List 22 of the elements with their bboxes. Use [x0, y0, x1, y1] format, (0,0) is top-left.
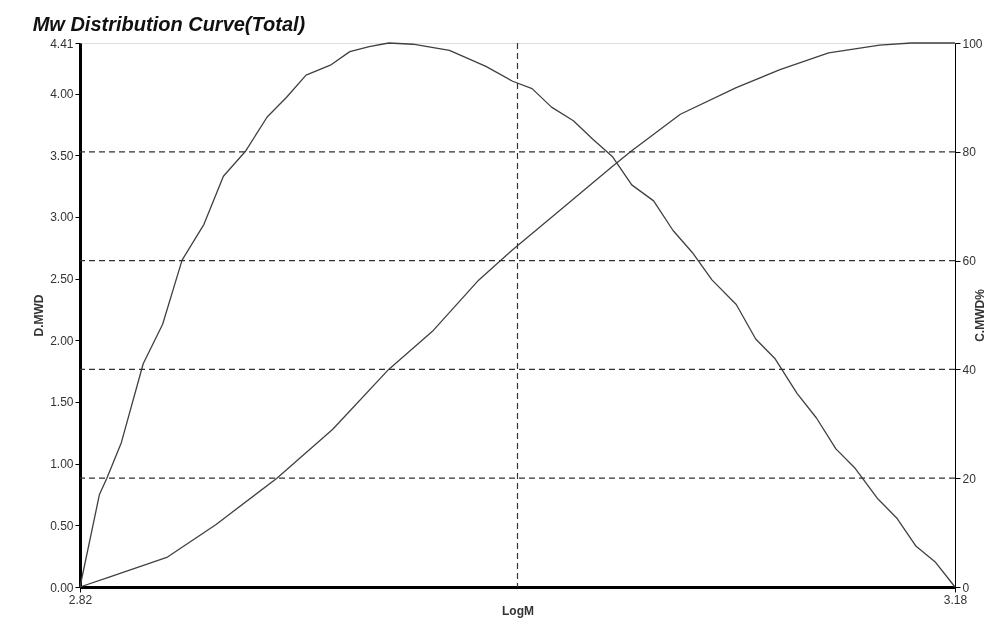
- chart-title: Mw Distribution Curve(Total): [32, 13, 306, 35]
- y2-tick-label: 80: [962, 145, 977, 160]
- y-tick-label: 3.50: [50, 148, 74, 163]
- y-axis-title: D.MWD: [32, 294, 47, 337]
- y-tick-label: 4.41: [50, 36, 74, 51]
- y-tick-label: 2.00: [50, 333, 74, 348]
- y-tick-label: 1.00: [50, 457, 74, 472]
- y-tick-label: 0.00: [50, 580, 74, 595]
- y-tick-label: 4.00: [50, 87, 74, 102]
- y2-tick-label: 20: [962, 471, 977, 486]
- x-tick-label: 2.82: [68, 592, 93, 607]
- y-tick-label: 0.50: [50, 518, 74, 533]
- y2-tick-label: 100: [962, 36, 983, 51]
- x-axis-title: LogM: [502, 603, 534, 618]
- y2-tick-label: 40: [962, 362, 977, 377]
- y-tick-label: 1.50: [50, 395, 74, 410]
- y-tick-label: 3.00: [50, 210, 74, 225]
- y2-tick-label: 0: [962, 580, 970, 595]
- x-tick-label: 3.18: [943, 592, 968, 607]
- y2-axis-title: C.MWD%: [972, 288, 987, 342]
- y-tick-label: 2.50: [50, 272, 74, 287]
- y2-tick-label: 60: [962, 254, 977, 269]
